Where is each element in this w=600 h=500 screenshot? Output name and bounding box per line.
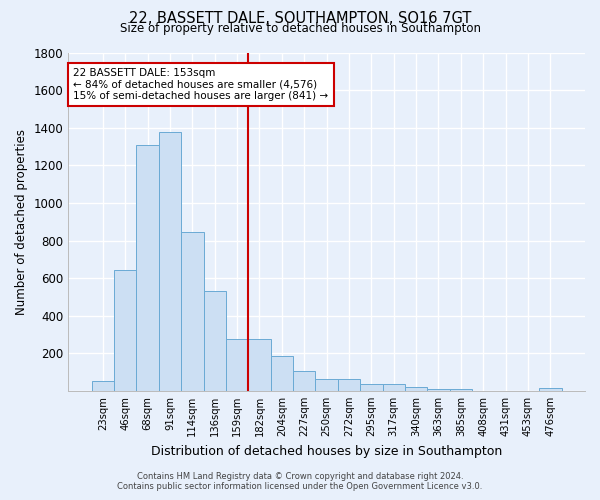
Text: 22 BASSETT DALE: 153sqm
← 84% of detached houses are smaller (4,576)
15% of semi: 22 BASSETT DALE: 153sqm ← 84% of detache… (73, 68, 328, 101)
Text: Contains HM Land Registry data © Crown copyright and database right 2024.
Contai: Contains HM Land Registry data © Crown c… (118, 472, 482, 491)
Bar (360, 384, 383, 391)
Bar (293, 371, 316, 391)
Bar (181, 232, 203, 391)
Bar (114, 270, 136, 391)
Bar (159, 132, 181, 391)
Bar (271, 356, 293, 391)
Bar (539, 388, 562, 391)
Text: 22, BASSETT DALE, SOUTHAMPTON, SO16 7GT: 22, BASSETT DALE, SOUTHAMPTON, SO16 7GT (129, 11, 471, 26)
Bar (383, 384, 405, 391)
Bar (203, 292, 226, 391)
Bar (248, 339, 271, 391)
Bar (449, 389, 472, 391)
Y-axis label: Number of detached properties: Number of detached properties (15, 128, 28, 314)
Bar (405, 387, 427, 391)
X-axis label: Distribution of detached houses by size in Southampton: Distribution of detached houses by size … (151, 444, 502, 458)
Bar (316, 378, 338, 391)
Bar (427, 389, 449, 391)
Text: Size of property relative to detached houses in Southampton: Size of property relative to detached ho… (119, 22, 481, 35)
Bar (226, 339, 248, 391)
Bar (136, 144, 159, 391)
Bar (92, 380, 114, 391)
Bar (338, 378, 360, 391)
